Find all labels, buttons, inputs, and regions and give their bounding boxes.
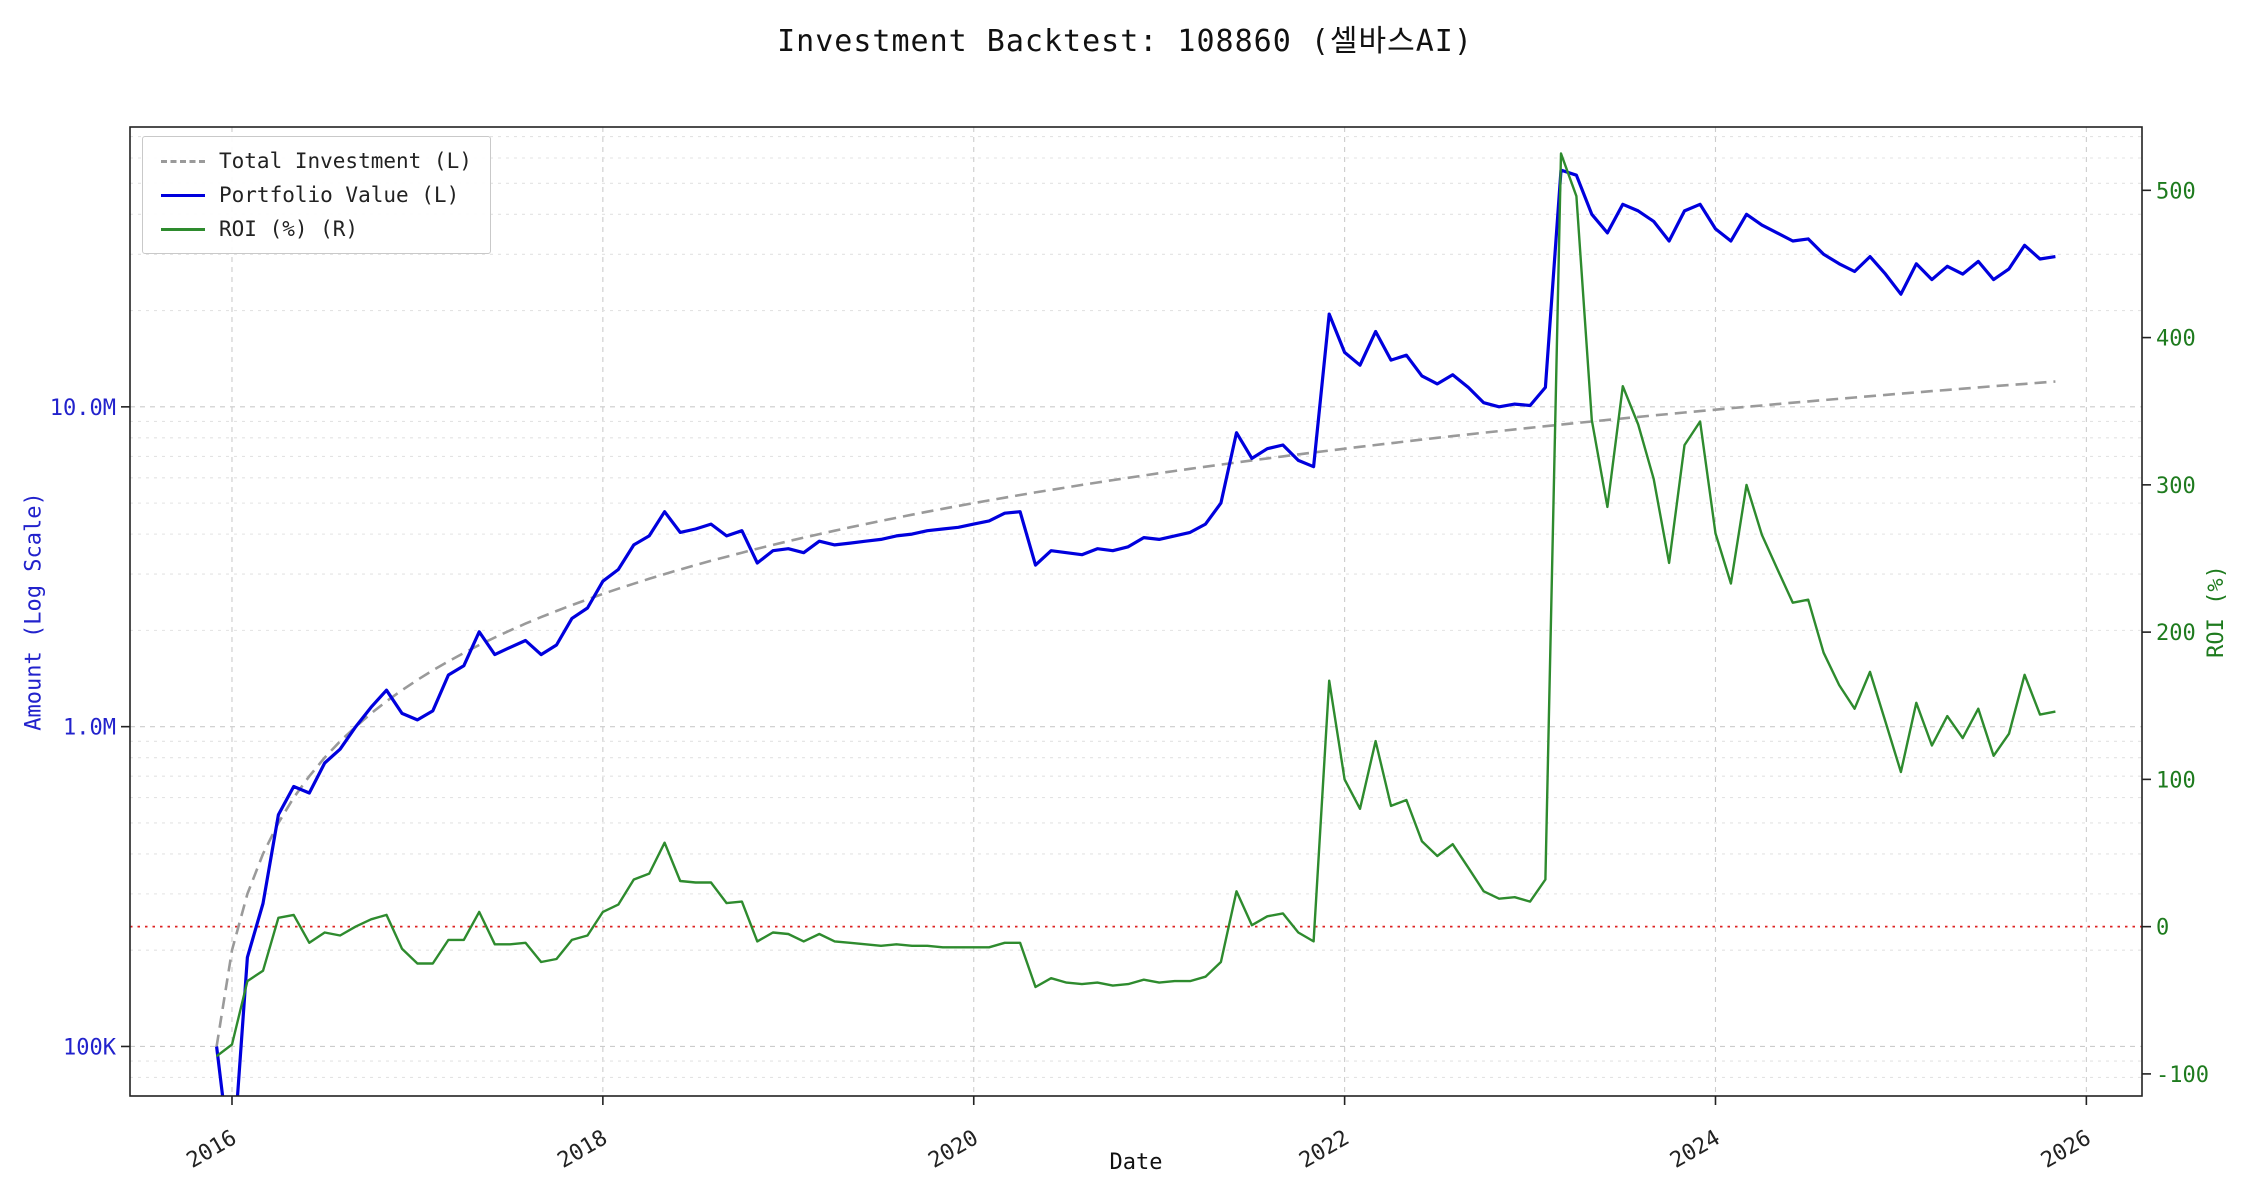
y-right-tick-label: 100 bbox=[2156, 768, 2196, 793]
y-right-tick-label: 300 bbox=[2156, 474, 2196, 499]
y-right-tick-label: 400 bbox=[2156, 327, 2196, 352]
legend-line-sample-portfolio-value bbox=[161, 193, 205, 197]
y-right-tick-label: 200 bbox=[2156, 621, 2196, 646]
y-right-tick-label: 500 bbox=[2156, 179, 2196, 204]
series-total-investment bbox=[215, 380, 2056, 1047]
legend-item-portfolio-value: Portfolio Value (L) bbox=[161, 183, 472, 207]
legend-line-sample-roi bbox=[161, 227, 205, 231]
legend-label-roi: ROI (%) (R) bbox=[219, 217, 359, 241]
x-axis-label: Date bbox=[1109, 1150, 1163, 1175]
plot-border bbox=[129, 126, 2143, 1097]
legend-item-roi: ROI (%) (R) bbox=[161, 217, 472, 241]
legend-label-total-investment: Total Investment (L) bbox=[219, 149, 472, 173]
y-axis-label-right: ROI (%) bbox=[2203, 564, 2229, 658]
y-left-tick-label: 1.0M bbox=[63, 716, 116, 741]
legend-item-total-investment: Total Investment (L) bbox=[161, 149, 472, 173]
series-portfolio-value bbox=[215, 168, 2056, 1096]
chart-title: Investment Backtest: 108860 (셀바스AI) bbox=[777, 24, 1473, 59]
plot-area bbox=[130, 127, 2142, 1096]
series-roi bbox=[215, 152, 2056, 1058]
y-left-tick-label: 10.0M bbox=[50, 396, 116, 421]
y-right-tick-label: -100 bbox=[2156, 1063, 2209, 1088]
legend: Total Investment (L) Portfolio Value (L)… bbox=[142, 136, 491, 254]
y-right-tick-label: 0 bbox=[2156, 916, 2169, 941]
y-axis-label-left: Amount (Log Scale) bbox=[21, 491, 47, 731]
legend-line-sample-total-investment bbox=[161, 159, 205, 163]
y-left-tick-label: 100K bbox=[63, 1035, 117, 1060]
legend-label-portfolio-value: Portfolio Value (L) bbox=[219, 183, 460, 207]
